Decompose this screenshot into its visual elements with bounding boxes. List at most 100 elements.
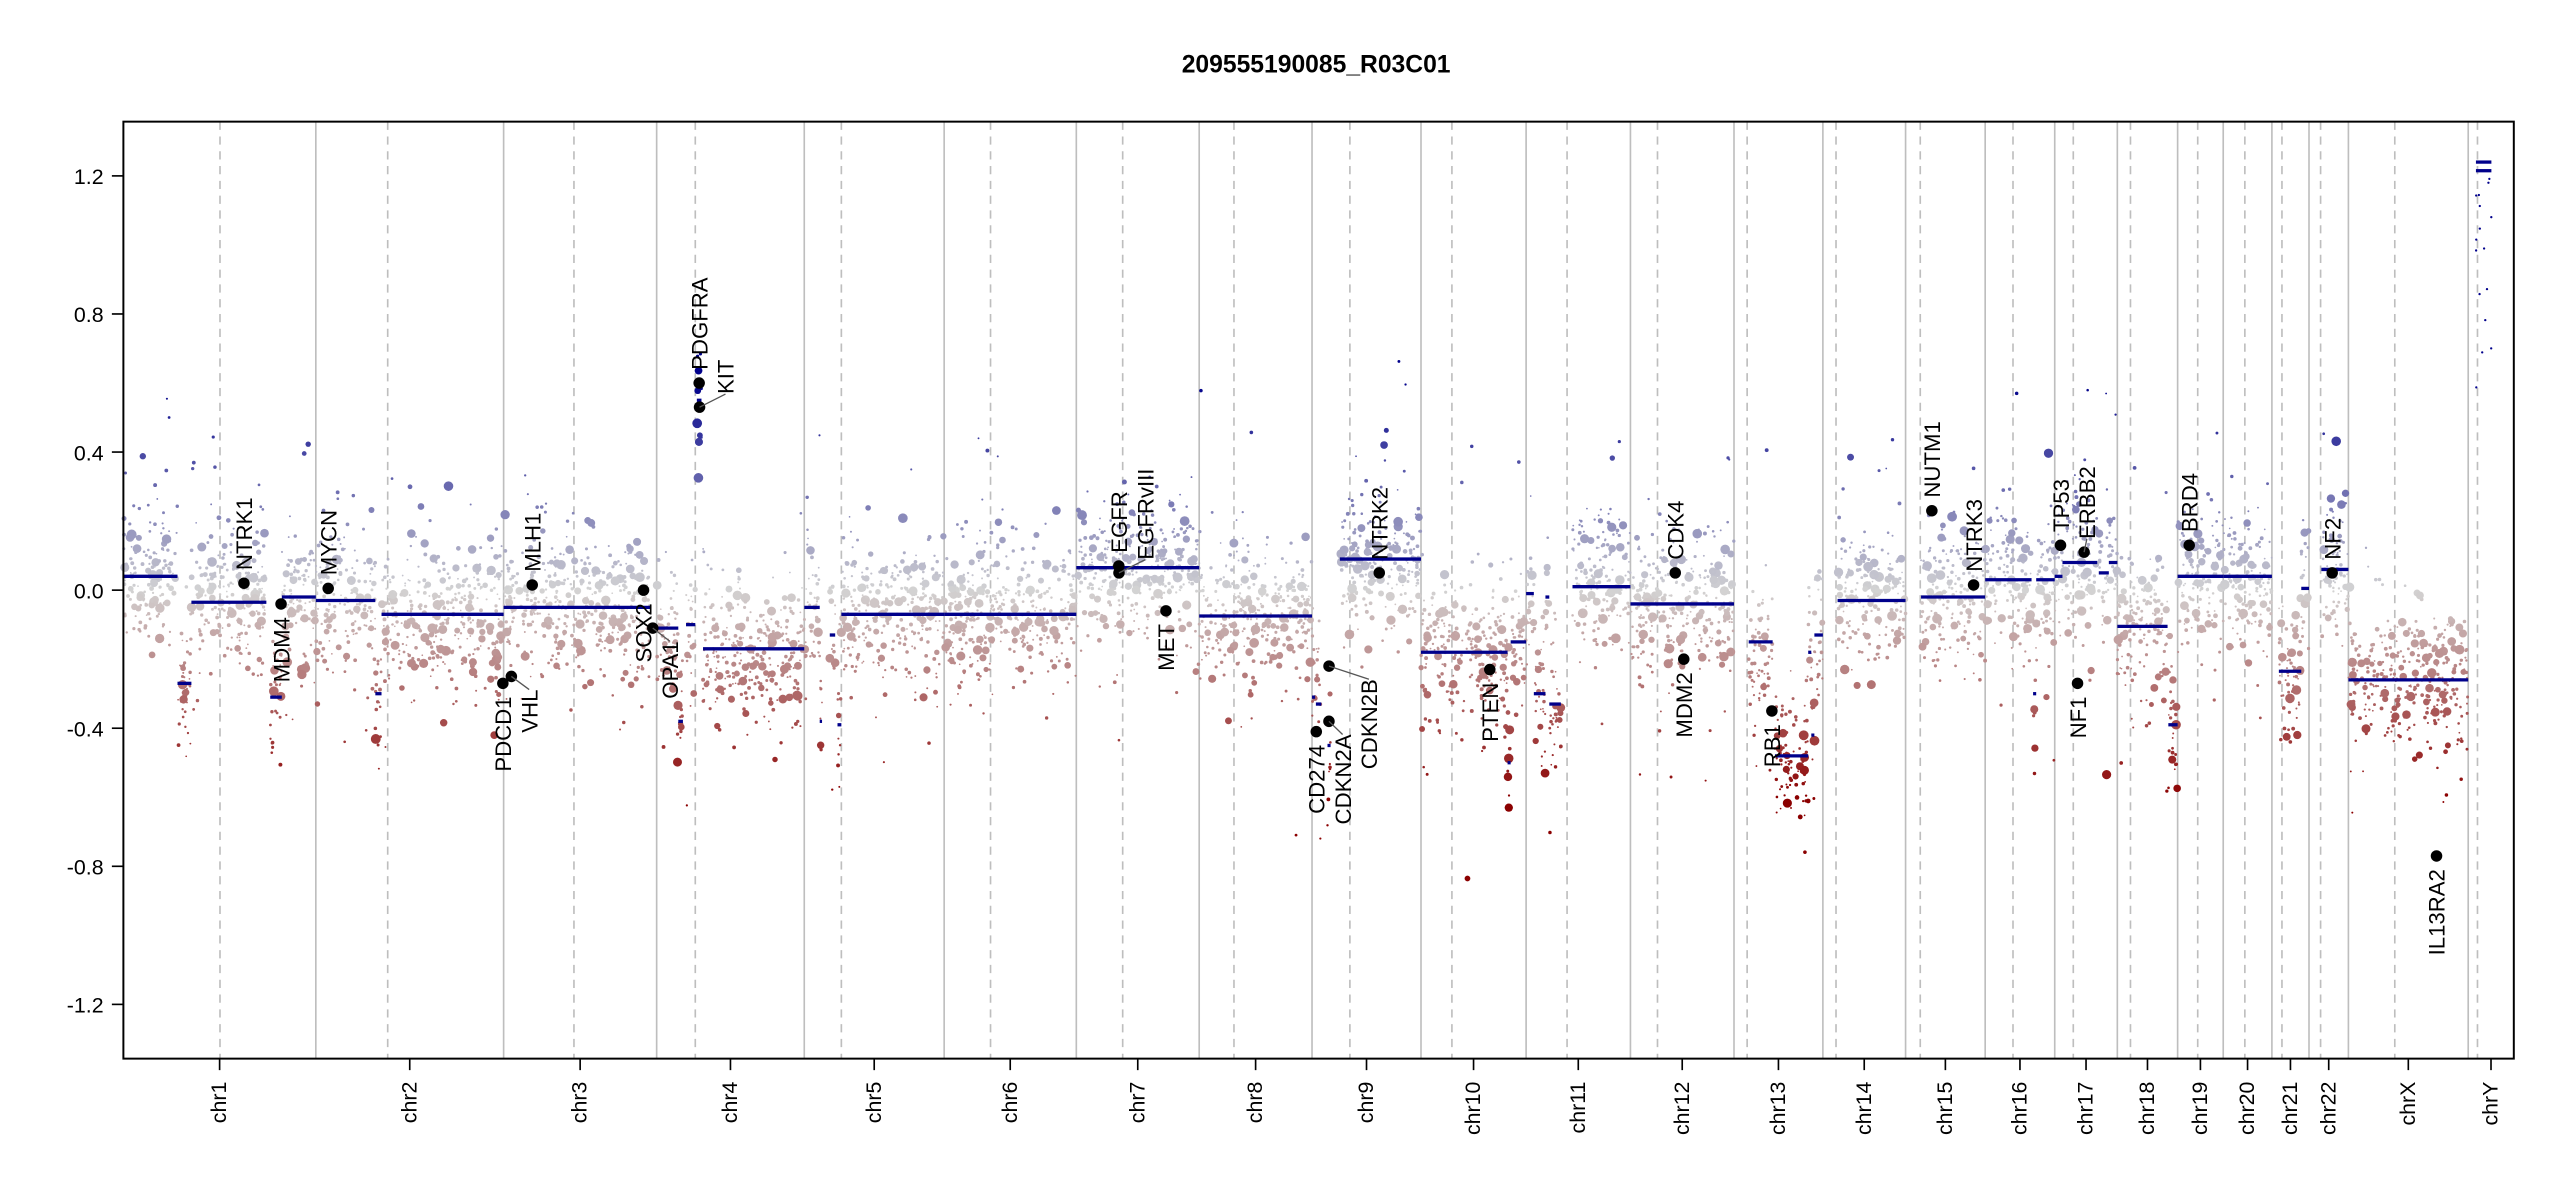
probe-point — [1590, 588, 1593, 591]
probe-point — [221, 556, 225, 560]
probe-point — [1470, 640, 1473, 643]
probe-point — [1515, 653, 1518, 656]
probe-point — [1064, 607, 1067, 610]
probe-point — [1280, 557, 1284, 561]
probe-point — [1396, 650, 1400, 654]
probe-point — [1443, 646, 1448, 650]
probe-point — [676, 671, 683, 679]
probe-point — [124, 579, 127, 582]
probe-point — [1269, 657, 1273, 661]
probe-point — [433, 640, 436, 644]
probe-point — [796, 598, 801, 602]
probe-point — [1261, 621, 1268, 628]
probe-point — [236, 636, 239, 639]
probe-point — [945, 651, 948, 654]
probe-point — [1638, 629, 1648, 640]
probe-point — [437, 595, 441, 599]
probe-point — [213, 571, 217, 575]
probe-point — [1777, 748, 1780, 751]
probe-point — [1758, 699, 1761, 702]
probe-point — [1248, 689, 1252, 693]
probe-point — [164, 468, 169, 473]
probe-point — [468, 667, 478, 677]
probe-point — [1927, 550, 1930, 553]
probe-point — [1247, 550, 1250, 553]
probe-point — [1365, 547, 1368, 550]
probe-point — [1109, 579, 1118, 589]
probe-point — [153, 522, 157, 527]
probe-point — [144, 604, 147, 607]
probe-point — [148, 521, 152, 524]
probe-point — [1971, 601, 1976, 606]
probe-points — [120, 177, 2493, 882]
probe-point — [423, 604, 428, 609]
probe-point — [1657, 611, 1661, 614]
probe-point — [445, 600, 450, 605]
probe-point — [635, 550, 644, 559]
probe-point — [634, 553, 637, 556]
probe-point — [1956, 620, 1960, 624]
probe-point — [1279, 595, 1283, 598]
probe-point — [802, 618, 806, 622]
probe-point — [971, 640, 975, 644]
probe-point — [702, 620, 706, 624]
probe-point — [793, 691, 803, 701]
probe-point — [986, 573, 990, 578]
probe-point — [1755, 765, 1758, 767]
probe-point — [151, 591, 155, 595]
probe-point — [1526, 621, 1530, 625]
probe-point — [1365, 539, 1369, 544]
probe-point — [890, 585, 893, 588]
probe-point — [1386, 552, 1393, 559]
probe-point — [796, 631, 800, 635]
probe-point — [325, 608, 329, 612]
probe-point — [1942, 603, 1945, 607]
probe-point — [1149, 575, 1153, 579]
probe-point — [469, 621, 472, 624]
probe-point — [1150, 513, 1155, 517]
probe-point — [1011, 685, 1016, 690]
probe-point — [908, 609, 912, 613]
probe-point — [690, 672, 693, 674]
probe-point — [583, 561, 587, 564]
probe-point — [1471, 637, 1474, 641]
probe-point — [825, 653, 835, 663]
probe-point — [382, 624, 385, 627]
probe-point — [357, 626, 362, 631]
probe-point — [779, 741, 783, 745]
probe-point — [576, 623, 580, 627]
probe-point — [1496, 699, 1499, 702]
probe-point — [390, 477, 394, 480]
probe-point — [1537, 723, 1544, 730]
probe-point — [565, 535, 568, 538]
probe-point — [504, 620, 508, 624]
probe-point — [1679, 649, 1683, 653]
probe-point — [1582, 622, 1587, 626]
probe-point — [611, 694, 615, 697]
probe-point — [599, 570, 602, 573]
probe-point — [633, 630, 638, 634]
probe-point — [1611, 610, 1614, 613]
probe-point — [1627, 641, 1630, 644]
probe-point — [1490, 682, 1493, 686]
probe-point — [1897, 592, 1899, 595]
probe-point — [149, 586, 154, 591]
probe-point — [1605, 600, 1609, 603]
probe-point — [1752, 649, 1756, 653]
probe-point — [1804, 794, 1808, 797]
probe-point — [189, 548, 194, 553]
probe-point — [1251, 679, 1258, 686]
probe-point — [1469, 658, 1473, 662]
probe-point — [1284, 689, 1288, 693]
probe-point — [172, 572, 174, 575]
probe-point — [869, 643, 874, 647]
probe-point — [222, 552, 226, 556]
probe-point — [200, 613, 204, 617]
probe-point — [186, 731, 190, 735]
probe-point — [1517, 634, 1522, 638]
probe-point — [409, 659, 416, 667]
probe-point — [855, 665, 858, 668]
probe-point — [535, 505, 539, 509]
probe-point — [382, 633, 386, 636]
probe-point — [881, 567, 889, 575]
